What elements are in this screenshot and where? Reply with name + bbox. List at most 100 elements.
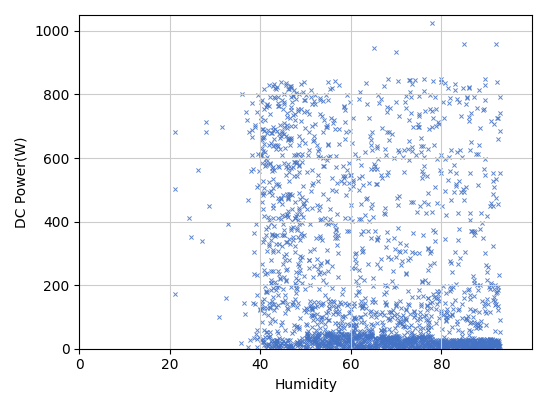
Point bbox=[256, 306, 265, 312]
Point bbox=[339, 325, 348, 331]
Point bbox=[423, 335, 432, 341]
Point bbox=[269, 215, 277, 221]
Point bbox=[327, 332, 335, 338]
Point bbox=[382, 109, 391, 116]
Point bbox=[484, 345, 493, 352]
Point bbox=[340, 173, 349, 179]
Point bbox=[385, 316, 394, 323]
Point bbox=[317, 113, 326, 119]
Point bbox=[326, 331, 335, 337]
Point bbox=[324, 305, 333, 312]
Point bbox=[452, 341, 461, 348]
Point bbox=[435, 344, 444, 351]
Point bbox=[356, 302, 365, 309]
Point bbox=[300, 97, 309, 103]
Point bbox=[290, 249, 299, 256]
Point bbox=[405, 339, 414, 346]
Point bbox=[334, 274, 343, 281]
Point bbox=[352, 336, 361, 343]
Point bbox=[453, 326, 462, 333]
Point bbox=[420, 76, 428, 82]
Point bbox=[346, 340, 355, 347]
Point bbox=[437, 337, 446, 344]
Point bbox=[394, 202, 403, 208]
Point bbox=[370, 334, 379, 341]
Point bbox=[387, 334, 396, 340]
Point bbox=[468, 338, 476, 345]
Point bbox=[322, 332, 331, 338]
Point bbox=[494, 339, 503, 345]
Point bbox=[389, 306, 398, 313]
Point bbox=[357, 337, 366, 344]
Point bbox=[266, 304, 275, 311]
Point bbox=[485, 342, 494, 349]
Point bbox=[437, 339, 446, 346]
Point bbox=[313, 266, 322, 273]
Point bbox=[365, 344, 374, 350]
Point bbox=[452, 280, 461, 287]
Point bbox=[361, 344, 370, 350]
Point bbox=[322, 330, 331, 337]
Point bbox=[401, 315, 410, 322]
Point bbox=[282, 343, 290, 350]
Point bbox=[335, 308, 344, 314]
Point bbox=[267, 344, 276, 350]
Point bbox=[310, 304, 319, 311]
Point bbox=[274, 292, 282, 298]
Point bbox=[437, 79, 446, 85]
Point bbox=[420, 154, 429, 161]
Point bbox=[468, 228, 476, 235]
Point bbox=[379, 321, 387, 328]
Point bbox=[480, 106, 488, 112]
Point bbox=[331, 335, 340, 341]
Point bbox=[473, 341, 482, 347]
Point bbox=[277, 133, 286, 139]
Point bbox=[397, 339, 405, 346]
Point bbox=[321, 338, 330, 345]
Point bbox=[302, 333, 311, 339]
Point bbox=[453, 260, 462, 267]
Point bbox=[380, 339, 388, 345]
Point bbox=[493, 79, 502, 85]
Point bbox=[281, 257, 289, 263]
Point bbox=[341, 334, 350, 340]
Point bbox=[348, 341, 357, 348]
Point bbox=[295, 221, 304, 228]
Point bbox=[493, 338, 502, 344]
Point bbox=[489, 338, 498, 345]
Point bbox=[272, 287, 281, 293]
Point bbox=[286, 142, 295, 148]
Point bbox=[408, 143, 417, 150]
Point bbox=[399, 169, 408, 176]
Point bbox=[345, 160, 353, 167]
Point bbox=[428, 107, 437, 114]
Point bbox=[375, 343, 384, 350]
Point bbox=[404, 146, 412, 153]
Point bbox=[363, 101, 371, 108]
Point bbox=[258, 338, 267, 344]
Point bbox=[478, 340, 487, 347]
Point bbox=[350, 300, 358, 307]
Point bbox=[410, 309, 418, 316]
Point bbox=[447, 338, 456, 345]
Point bbox=[451, 341, 459, 348]
Point bbox=[354, 333, 363, 340]
Point bbox=[281, 296, 290, 303]
Point bbox=[380, 329, 388, 335]
Point bbox=[462, 339, 470, 346]
Point bbox=[463, 338, 472, 344]
Point bbox=[327, 334, 335, 341]
Point bbox=[416, 330, 424, 336]
Point bbox=[269, 294, 277, 300]
Point bbox=[486, 338, 495, 344]
Point bbox=[334, 330, 342, 337]
Point bbox=[450, 341, 458, 348]
Point bbox=[307, 182, 316, 188]
Point bbox=[274, 342, 282, 349]
Point bbox=[289, 344, 298, 351]
Point bbox=[382, 341, 391, 348]
Point bbox=[301, 125, 310, 131]
Point bbox=[258, 298, 266, 304]
Point bbox=[406, 198, 415, 205]
Point bbox=[266, 287, 275, 293]
